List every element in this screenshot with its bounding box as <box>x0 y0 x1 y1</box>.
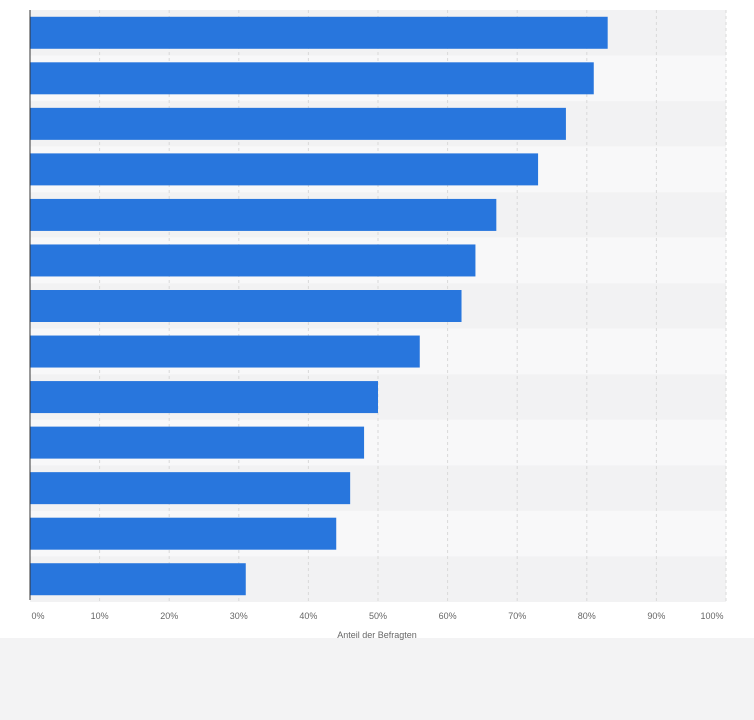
bar[interactable] <box>30 153 539 186</box>
bar[interactable] <box>30 335 420 368</box>
x-tick-label: 100% <box>700 611 723 621</box>
bar[interactable] <box>30 198 497 231</box>
bar[interactable] <box>30 244 476 277</box>
bar[interactable] <box>30 472 351 505</box>
bars <box>30 16 608 596</box>
bar[interactable] <box>30 290 462 322</box>
x-tick-label: 40% <box>299 611 317 621</box>
x-tick-label: 60% <box>439 611 457 621</box>
bar[interactable] <box>30 381 378 414</box>
x-axis-title: Anteil der Befragten <box>337 630 417 640</box>
footer-area <box>0 638 754 720</box>
x-tick-label: 30% <box>230 611 248 621</box>
bar[interactable] <box>30 107 566 140</box>
x-tick-label: 70% <box>508 611 526 621</box>
x-tick-label: 10% <box>91 611 109 621</box>
bar[interactable] <box>30 517 337 550</box>
x-tick-label: 80% <box>578 611 596 621</box>
x-tick-label: 90% <box>647 611 665 621</box>
x-tick-label: 20% <box>160 611 178 621</box>
bar[interactable] <box>30 16 608 49</box>
bar[interactable] <box>30 563 246 596</box>
x-tick-label: 0% <box>31 611 44 621</box>
x-tick-label: 50% <box>369 611 387 621</box>
bar[interactable] <box>30 426 365 459</box>
bar[interactable] <box>30 62 594 95</box>
x-axis-ticks: 0% 10% 20% 30% 40% 50% 60% 70% 80% 90% 100% <box>31 611 723 621</box>
